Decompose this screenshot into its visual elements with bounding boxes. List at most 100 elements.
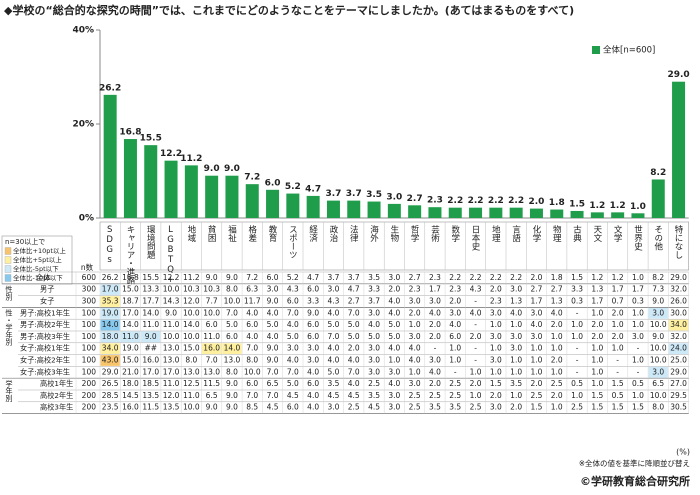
table-cell: 19.0 (122, 344, 139, 353)
table-cell: 1.0 (571, 320, 583, 329)
bar-value-label: 1.8 (549, 198, 565, 208)
table-cell: 4.0 (429, 308, 441, 317)
highlight-legend-label: 全体比-10pt以下 (13, 273, 63, 282)
table-cell: 3.0 (388, 403, 400, 412)
bar (184, 165, 198, 218)
table-cell: 9.0 (165, 308, 177, 317)
bar-value-label: 3.0 (386, 192, 402, 202)
table-cell: 29.0 (670, 273, 687, 282)
table-cell: 6.0 (307, 379, 319, 388)
bar (529, 208, 543, 218)
table-cell: 2.0 (612, 332, 624, 341)
table-cell: 1.7 (612, 285, 624, 294)
copyright: ©学研教育総合研究所 (580, 474, 690, 488)
table-cell: 4.0 (470, 308, 482, 317)
table-cell: 9.0 (652, 332, 664, 341)
table-cell: 26.5 (102, 379, 119, 388)
table-cell: - (474, 297, 477, 306)
table-cell: 6.0 (307, 320, 319, 329)
table-cell: 4.0 (449, 320, 461, 329)
bar-value-label: 29.0 (667, 70, 689, 80)
table-cell: 3.7 (348, 273, 360, 282)
table-cell: 1.0 (530, 367, 542, 376)
table-cell: 2.0 (591, 320, 603, 329)
table-cell: 1.0 (632, 273, 644, 282)
table-cell: 3.0 (409, 297, 421, 306)
table-cell: 3.3 (368, 285, 380, 294)
table-cell: - (576, 308, 579, 317)
table-cell: 1.0 (632, 356, 644, 365)
table-cell: 5.0 (327, 367, 339, 376)
row-label: 高校3年生 (40, 403, 73, 412)
table-cell: 3.5 (327, 379, 339, 388)
bar (103, 94, 117, 218)
table-cell: 21.0 (122, 367, 139, 376)
table-cell: 5.0 (287, 332, 299, 341)
table-cell: 4.0 (327, 344, 339, 353)
x-tick-label: 格差 (247, 224, 257, 242)
table-cell: 4.5 (327, 391, 339, 400)
table-cell: 8.0 (246, 356, 258, 365)
table-cell: 1.5 (530, 403, 542, 412)
bar (266, 189, 280, 218)
table-cell: 1.0 (551, 367, 563, 376)
table-cell: 23.5 (102, 403, 119, 412)
row-n: 100 (82, 308, 97, 317)
table-cell: 3.0 (510, 344, 522, 353)
table-cell: 7.3 (652, 285, 664, 294)
table-cell: 1.0 (470, 391, 482, 400)
table-cell: 9.0 (307, 308, 319, 317)
x-tick-label: 生物 (389, 224, 399, 243)
x-tick-label: 福祉 (226, 224, 236, 243)
table-cell: 2.0 (429, 320, 441, 329)
table-cell: 3.0 (429, 297, 441, 306)
x-tick-label: 政治 (328, 224, 338, 243)
table-cell: 2.0 (449, 297, 461, 306)
x-tick-label: 化学 (531, 224, 541, 242)
table-cell: 1.0 (490, 320, 502, 329)
table-cell: 3.0 (510, 332, 522, 341)
table-cell: 3.0 (530, 332, 542, 341)
bar (286, 193, 300, 218)
cell-highlight (202, 343, 222, 355)
table-cell: 2.0 (470, 379, 482, 388)
table-cell: 26.0 (670, 297, 687, 306)
table-cell: 2.3 (429, 273, 441, 282)
table-cell: 5.0 (327, 320, 339, 329)
table-cell: 29.0 (670, 367, 687, 376)
table-cell: 7.7 (206, 297, 218, 306)
table-cell: - (576, 367, 579, 376)
table-cell: 1.0 (510, 391, 522, 400)
bar-value-label: 2.2 (508, 196, 524, 206)
table-cell: 1.7 (429, 285, 441, 294)
table-cell: - (434, 344, 437, 353)
cell-highlight (120, 331, 141, 343)
table-cell: 10.0 (224, 297, 241, 306)
table-cell: 3.0 (368, 367, 380, 376)
table-cell: 15.0 (122, 285, 139, 294)
table-cell: 1.0 (490, 344, 502, 353)
group-label: 学年別 (5, 380, 14, 403)
table-cell: - (576, 356, 579, 365)
table-cell: 3.0 (652, 367, 664, 376)
row-label: 男子:高校3年生 (20, 332, 70, 341)
table-cell: 11.0 (142, 320, 159, 329)
table-cell: 2.5 (409, 391, 421, 400)
bar-value-label: 3.7 (325, 189, 341, 199)
x-tick-label: 環境問題 (145, 225, 155, 260)
table-cell: - (616, 356, 619, 365)
table-cell: 4.0 (510, 308, 522, 317)
highlight-swatch (4, 256, 12, 264)
x-tick-label: 海外 (369, 224, 379, 243)
x-tick-label: 文学 (612, 224, 622, 242)
table-cell: - (474, 356, 477, 365)
table-cell: 2.2 (449, 273, 461, 282)
table-cell: 32.0 (670, 332, 687, 341)
highlight-swatch (4, 274, 12, 282)
table-cell: 0.3 (571, 297, 583, 306)
table-cell: 5.0 (388, 332, 400, 341)
bar (651, 179, 665, 218)
table-cell: 2.5 (571, 403, 583, 412)
table-cell: 3.0 (632, 332, 644, 341)
table-cell: 11.0 (163, 379, 180, 388)
